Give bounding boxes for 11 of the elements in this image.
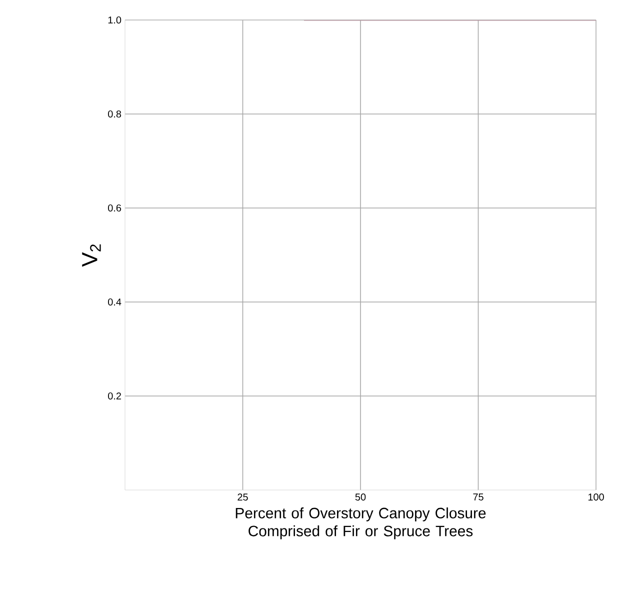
y-tick-label: 0.6: [108, 204, 122, 212]
y-tick-label: 0.4: [108, 298, 122, 306]
x-tick-label: 50: [355, 494, 366, 501]
x-tick-label: 25: [238, 494, 248, 501]
x-tick-label: 75: [473, 494, 484, 500]
y-axis-title: V$_{2}$: [82, 244, 101, 267]
x-axis-title: Percent of Overstory Canopy Closure Comprised of Fir or Spruce Trees: [236, 507, 486, 540]
y-tick-label: 0.2: [108, 392, 121, 400]
y-tick-label: 0.8: [108, 110, 122, 118]
x-tick-label: 100: [588, 494, 604, 501]
y-tick-label: 1.0: [108, 16, 122, 24]
